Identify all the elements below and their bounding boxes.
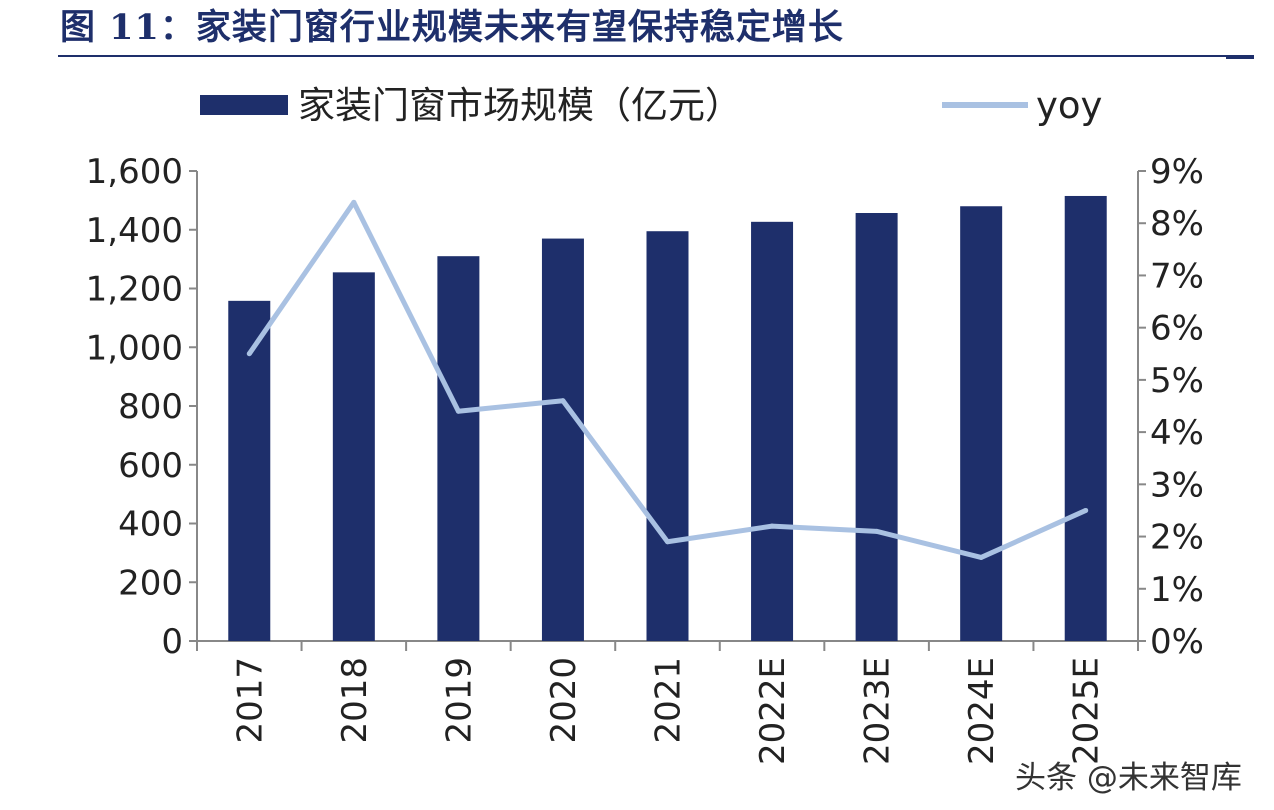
x-tick-label: 2021 <box>649 657 689 744</box>
bar-2021 <box>646 231 689 641</box>
legend-swatch-bar <box>200 95 288 115</box>
bar-2019 <box>437 256 480 641</box>
watermark: 头条 @未来智库 <box>1015 760 1242 796</box>
right-tick-label: 4% <box>1150 413 1204 453</box>
left-tick-label: 1,200 <box>86 270 183 310</box>
x-tick-label: 2020 <box>544 657 584 744</box>
yoy-point-2024E <box>978 554 984 560</box>
yoy-point-2022E <box>769 523 775 529</box>
yoy-point-2018 <box>351 199 357 205</box>
title-rule <box>58 55 1254 57</box>
bar-2018 <box>332 272 375 641</box>
legend-label-bar: 家装门窗市场规模（亿元） <box>298 84 742 127</box>
title-rule-tick <box>1226 47 1254 59</box>
left-tick-label: 600 <box>118 446 183 486</box>
right-tick-label: 9% <box>1150 152 1204 192</box>
bar-2017 <box>228 300 271 641</box>
left-tick-label: 1,000 <box>86 328 183 368</box>
x-tick-label: 2025E <box>1067 657 1107 765</box>
yoy-point-2023E <box>874 528 880 534</box>
right-tick-label: 5% <box>1150 361 1204 401</box>
bar-2025E <box>1064 195 1107 641</box>
left-tick-label: 800 <box>118 387 183 427</box>
right-tick-label: 0% <box>1150 622 1204 662</box>
left-tick-label: 200 <box>118 563 183 603</box>
yoy-point-2020 <box>560 398 566 404</box>
left-tick-label: 400 <box>118 505 183 545</box>
x-tick-label: 2024E <box>962 657 1002 765</box>
left-tick-label: 1,600 <box>86 152 183 192</box>
yoy-point-2019 <box>455 408 461 414</box>
legend: 家装门窗市场规模（亿元） yoy <box>200 84 1102 127</box>
right-axis-ticks: 0% 1% 2% 3% 4% 5% 6% 7% 8% 9% <box>1138 152 1204 662</box>
right-tick-label: 7% <box>1150 256 1204 296</box>
right-tick-label: 3% <box>1150 465 1204 505</box>
yoy-point-2021 <box>665 539 670 545</box>
bar-2023E <box>855 213 898 641</box>
bar-2020 <box>541 238 584 641</box>
right-tick-label: 6% <box>1150 309 1204 349</box>
right-tick-label: 2% <box>1150 518 1204 558</box>
x-tick-label: 2018 <box>335 657 375 744</box>
left-axis-ticks: 0 200 400 600 800 1,000 1,200 1,400 1,600 <box>86 152 197 662</box>
x-tick-label: 2023E <box>858 657 898 765</box>
yoy-point-2025E <box>1083 507 1089 513</box>
bar-2024E <box>960 206 1003 641</box>
right-tick-label: 8% <box>1150 204 1204 244</box>
left-tick-label: 0 <box>161 622 183 662</box>
x-axis-ticks: 2017 2018 2019 2020 2021 2022E 2023E 2024E 2025E <box>230 657 1106 765</box>
chart-title: 图 11：家装门窗行业规模未来有望保持稳定增长 <box>60 7 844 48</box>
bars <box>228 195 1107 641</box>
left-tick-label: 1,400 <box>86 211 183 251</box>
bar-2022E <box>751 221 794 641</box>
yoy-line-series <box>246 199 1089 560</box>
yoy-point-2017 <box>246 351 252 357</box>
right-tick-label: 1% <box>1150 570 1204 610</box>
legend-label-line: yoy <box>1036 84 1102 127</box>
x-tick-label: 2022E <box>753 657 793 765</box>
x-tick-label: 2017 <box>230 657 270 744</box>
x-tick-label: 2019 <box>439 657 479 744</box>
